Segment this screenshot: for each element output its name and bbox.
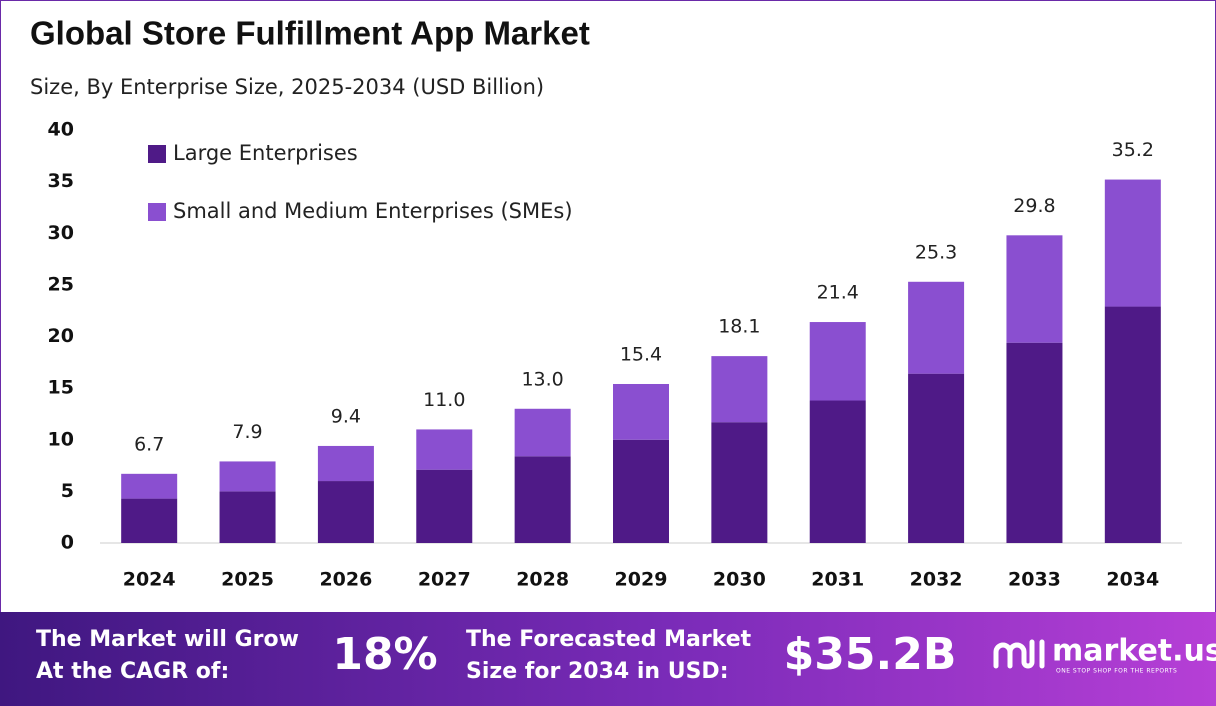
footer-band <box>0 612 1216 706</box>
bar-segment <box>1104 306 1161 543</box>
legend-label: Small and Medium Enterprises (SMEs) <box>173 199 573 223</box>
total-label: 35.2 <box>1112 139 1154 161</box>
bar-segment <box>317 481 374 543</box>
brand-name: market.us <box>1052 634 1216 669</box>
total-label: 21.4 <box>817 282 859 304</box>
x-tick-label: 2027 <box>418 569 471 591</box>
bar-segment <box>613 383 669 440</box>
total-label: 6.7 <box>134 433 164 455</box>
bar-segment <box>711 422 768 543</box>
forecast-label: Size for 2034 in USD: <box>466 659 729 684</box>
bar-segment <box>121 473 178 499</box>
bar-segment <box>416 429 473 470</box>
y-tick-label: 20 <box>48 325 74 347</box>
x-tick-label: 2028 <box>516 569 569 591</box>
bar-segment <box>1006 342 1063 543</box>
bar-segment <box>908 281 965 374</box>
y-tick-label: 25 <box>48 273 74 295</box>
total-label: 29.8 <box>1013 195 1055 217</box>
y-tick-label: 0 <box>61 532 74 554</box>
y-tick-label: 40 <box>48 119 74 141</box>
bar-segment <box>514 408 571 457</box>
x-tick-label: 2031 <box>811 569 864 591</box>
chart-subtitle: Size, By Enterprise Size, 2025-2034 (USD… <box>30 75 544 99</box>
bar-segment <box>1006 235 1063 343</box>
forecast-label: The Forecasted Market <box>466 627 752 652</box>
forecast-value: $35.2B <box>784 629 957 680</box>
bar-segment <box>219 461 276 492</box>
total-label: 15.4 <box>620 343 662 365</box>
brand-logo <box>993 639 1045 669</box>
x-tick-label: 2026 <box>319 569 372 591</box>
x-tick-label: 2033 <box>1008 569 1061 591</box>
x-tick-label: 2024 <box>123 569 176 591</box>
y-tick-label: 5 <box>61 480 74 502</box>
total-label: 18.1 <box>718 316 760 338</box>
total-label: 25.3 <box>915 241 957 263</box>
bar-segment <box>317 445 374 482</box>
legend-label: Large Enterprises <box>173 141 358 165</box>
bar-segment <box>121 498 178 543</box>
total-label: 9.4 <box>331 405 361 427</box>
y-tick-label: 15 <box>48 377 74 399</box>
bar-segment <box>908 373 965 543</box>
bar-segment <box>219 491 276 543</box>
bar-segment <box>1104 179 1161 307</box>
bar-segment <box>711 356 768 423</box>
bar-segment <box>809 322 866 401</box>
bar-segment <box>416 469 473 543</box>
cagr-label: At the CAGR of: <box>36 659 229 684</box>
total-label: 13.0 <box>521 368 563 390</box>
bar-segment <box>809 400 866 543</box>
total-label: 7.9 <box>232 421 262 443</box>
x-tick-label: 2029 <box>615 569 668 591</box>
total-label: 11.0 <box>423 389 465 411</box>
legend-swatch <box>148 145 166 163</box>
chart-title: Global Store Fulfillment App Market <box>30 15 590 52</box>
x-tick-label: 2034 <box>1106 569 1159 591</box>
cagr-value: 18% <box>332 629 437 680</box>
cagr-label: The Market will Grow <box>36 627 299 652</box>
legend-swatch <box>148 203 166 221</box>
x-tick-label: 2025 <box>221 569 274 591</box>
y-tick-label: 10 <box>48 428 74 450</box>
y-tick-label: 30 <box>48 222 74 244</box>
x-tick-label: 2030 <box>713 569 766 591</box>
brand-tagline: ONE STOP SHOP FOR THE REPORTS <box>1056 668 1177 675</box>
bar-segment <box>613 439 669 543</box>
x-tick-label: 2032 <box>910 569 963 591</box>
y-tick-label: 35 <box>48 170 74 192</box>
bar-segment <box>514 456 571 543</box>
